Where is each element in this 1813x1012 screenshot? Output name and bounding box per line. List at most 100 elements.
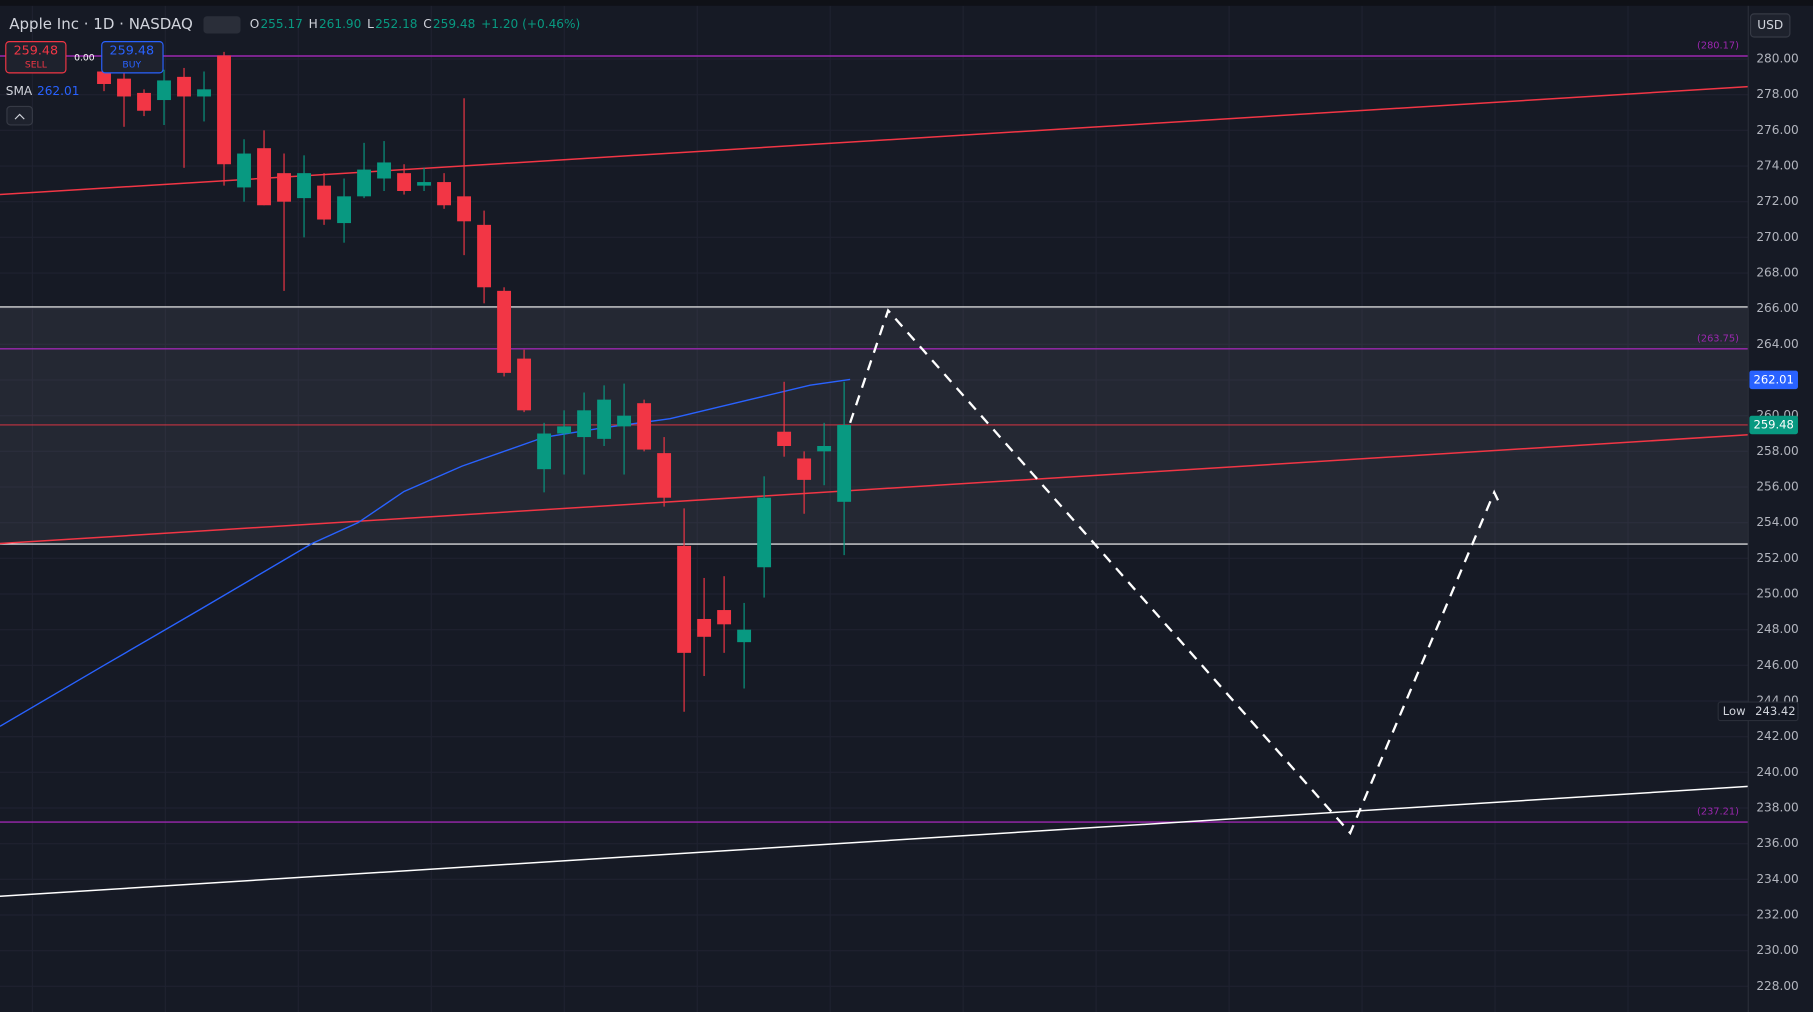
candle-body [297, 173, 311, 199]
candle-body [477, 224, 492, 288]
sma-line [0, 378, 851, 727]
ohlc-key: H [309, 17, 318, 31]
candle-body [717, 610, 732, 625]
projection-path [849, 308, 1502, 836]
candle-body [377, 162, 391, 179]
candle-body [157, 80, 171, 101]
y-tick-label: 242.00 [1756, 729, 1798, 743]
y-tick-label: 280.00 [1756, 52, 1798, 66]
y-tick-label: 246.00 [1756, 658, 1798, 672]
trendline [0, 434, 1749, 545]
y-tick-label: 272.00 [1756, 194, 1798, 208]
y-tick-label: 268.00 [1756, 266, 1798, 280]
candle-body [617, 415, 632, 427]
candle-body [317, 185, 331, 220]
price-tag [1749, 415, 1798, 435]
y-tick-label: 250.00 [1756, 587, 1798, 601]
toggle[interactable] [203, 16, 241, 34]
candle-body [277, 173, 291, 202]
candle-body [397, 173, 411, 191]
y-tick-label: 230.00 [1756, 943, 1798, 957]
y-tick-label: 266.00 [1756, 301, 1798, 315]
candle-body [417, 182, 431, 186]
buy-label: BUY [122, 59, 141, 70]
ohlc-key: O [250, 17, 260, 31]
candle-body [757, 497, 772, 568]
candle-body [237, 153, 251, 188]
ohlc-value: 255.17 [260, 17, 302, 31]
trendline [0, 85, 1749, 196]
y-tick-label: 234.00 [1756, 872, 1798, 886]
candle-body [437, 182, 452, 206]
candle-body [217, 55, 231, 165]
y-tick-label: 248.00 [1756, 622, 1798, 636]
price-tag-label: 259.48 [1753, 417, 1793, 431]
y-tick-label: 264.00 [1756, 337, 1798, 351]
candle-body [637, 403, 652, 450]
candle-body [177, 76, 191, 97]
sma-value: 262.01 [37, 84, 79, 98]
trade-buttons: 259.48 SELL 0.00 259.48 BUY [5, 41, 164, 74]
candle-body [117, 78, 131, 97]
candle-body [497, 290, 512, 373]
currency-button[interactable] [1749, 13, 1791, 38]
candle-body [597, 399, 612, 439]
ohlc-key: L [367, 17, 374, 31]
candle-body [777, 431, 792, 446]
candle-body [517, 358, 532, 411]
y-tick-label: 240.00 [1756, 765, 1798, 779]
ohlc-value: 259.48 [433, 17, 475, 31]
y-tick-label: 254.00 [1756, 515, 1798, 529]
currency: USD [1757, 18, 1783, 32]
candle-body [257, 148, 271, 206]
candle-body [737, 629, 752, 643]
y-tick-label: 228.00 [1756, 979, 1798, 993]
line-label: (280.17) [1697, 41, 1739, 52]
y-tick-label: 232.00 [1756, 907, 1798, 921]
collapse-button[interactable] [6, 105, 33, 126]
sell-price: 259.48 [14, 42, 59, 57]
candle-body [697, 618, 712, 637]
candle-body [197, 89, 211, 97]
candle-body [357, 169, 371, 197]
ohlc-key: C [423, 17, 431, 31]
y-tick-label: 252.00 [1756, 551, 1798, 565]
collapse-icon [14, 113, 25, 120]
low-tag-name: Low [1723, 704, 1746, 718]
symbol: Apple Inc · 1D · NASDAQ [9, 15, 193, 33]
y-tick-label: 258.00 [1756, 444, 1798, 458]
low-tag [1717, 701, 1799, 722]
y-tick-label: 236.00 [1756, 836, 1798, 850]
y-tick-label: 238.00 [1756, 800, 1798, 814]
y-tick-label: 274.00 [1756, 159, 1798, 173]
y-tick-label: 256.00 [1756, 480, 1798, 494]
candle-body [457, 196, 472, 222]
sma-legend: SMA 262.01 [6, 84, 79, 126]
candle-body [537, 433, 552, 470]
sma-name: SMA [6, 84, 33, 98]
buy-price: 259.48 [110, 42, 155, 57]
trendline [0, 785, 1749, 898]
header: Apple Inc · 1D · NASDAQ O 255.17 H 261.90 L 2… [9, 15, 580, 34]
spread: 0.00 [74, 52, 95, 63]
sell-button[interactable] [5, 41, 67, 74]
candle-body [657, 453, 672, 498]
candle-body [557, 426, 572, 434]
y-tick-label: 270.00 [1756, 230, 1798, 244]
buy-button[interactable] [101, 41, 164, 74]
candle-body [817, 445, 832, 452]
top-bar [0, 0, 1813, 6]
ohlc-value: 252.18 [375, 17, 417, 31]
y-tick-label: 276.00 [1756, 123, 1798, 137]
candle-body [797, 458, 812, 480]
candle-body [577, 410, 592, 438]
sell-label: SELL [25, 59, 48, 70]
price-tag [1749, 370, 1798, 390]
y-tick-label: 278.00 [1756, 87, 1798, 101]
low-tag-value: 243.42 [1755, 704, 1795, 718]
ohlc-value: 261.90 [319, 17, 361, 31]
line-label: (263.75) [1697, 333, 1739, 344]
line-label: (237.21) [1697, 807, 1739, 818]
candle-body [137, 92, 151, 111]
